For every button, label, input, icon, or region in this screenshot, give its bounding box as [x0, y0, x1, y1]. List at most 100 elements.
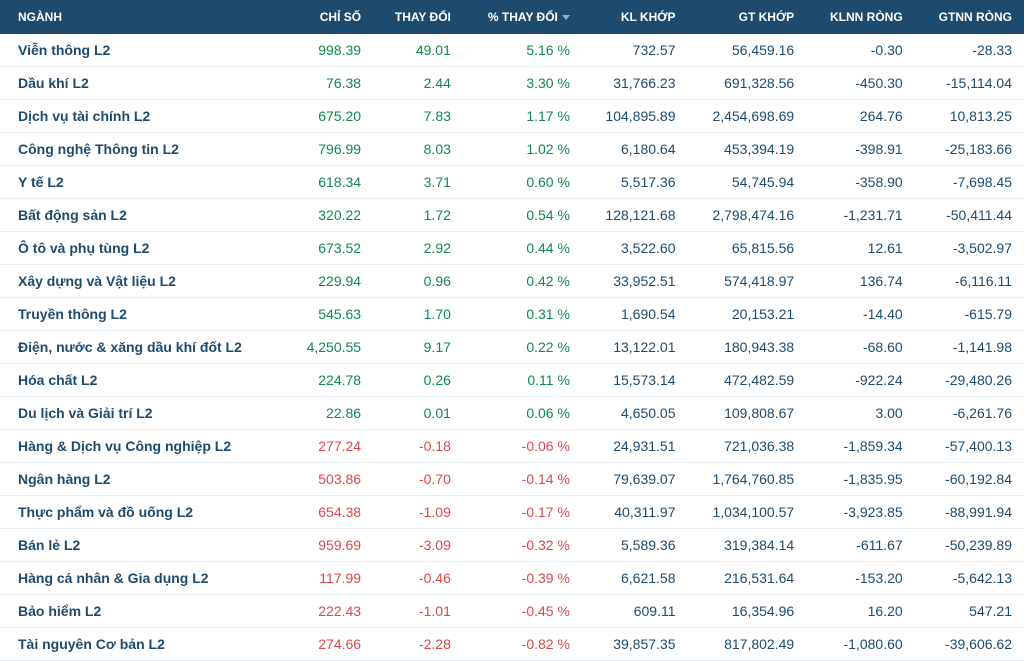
cell-klnnrong: -14.40 [806, 298, 915, 331]
cell-gtnnrong: -6,116.11 [915, 265, 1024, 298]
cell-pctthaydoi: 1.02 % [463, 133, 582, 166]
table-row[interactable]: Bán lẻ L2959.69-3.09-0.32 %5,589.36319,3… [0, 529, 1024, 562]
cell-thaydoi: 49.01 [373, 34, 463, 67]
cell-chiso: 229.94 [285, 265, 373, 298]
cell-pctthaydoi: -0.45 % [463, 595, 582, 628]
cell-gtkhop: 319,384.14 [688, 529, 807, 562]
cell-gtkhop: 1,034,100.57 [688, 496, 807, 529]
col-header-chiso[interactable]: CHỈ SỐ [285, 0, 373, 34]
table-row[interactable]: Y tế L2618.343.710.60 %5,517.3654,745.94… [0, 166, 1024, 199]
cell-klkhop: 39,857.35 [582, 628, 688, 661]
cell-gtkhop: 16,354.96 [688, 595, 807, 628]
table-row[interactable]: Viễn thông L2998.3949.015.16 %732.5756,4… [0, 34, 1024, 67]
cell-gtnnrong: -88,991.94 [915, 496, 1024, 529]
table-row[interactable]: Xây dựng và Vật liệu L2229.940.960.42 %3… [0, 265, 1024, 298]
cell-nganh: Truyền thông L2 [0, 298, 285, 331]
col-header-thaydoi[interactable]: THAY ĐỔI [373, 0, 463, 34]
cell-chiso: 117.99 [285, 562, 373, 595]
cell-gtnnrong: -3,502.97 [915, 232, 1024, 265]
cell-gtnnrong: -57,400.13 [915, 430, 1024, 463]
cell-klkhop: 6,621.58 [582, 562, 688, 595]
cell-thaydoi: -0.18 [373, 430, 463, 463]
cell-gtnnrong: -6,261.76 [915, 397, 1024, 430]
cell-pctthaydoi: 3.30 % [463, 67, 582, 100]
col-header-gtkhop[interactable]: GT KHỚP [688, 0, 807, 34]
cell-thaydoi: -0.46 [373, 562, 463, 595]
cell-gtkhop: 691,328.56 [688, 67, 807, 100]
cell-pctthaydoi: 0.42 % [463, 265, 582, 298]
cell-chiso: 998.39 [285, 34, 373, 67]
table-row[interactable]: Công nghệ Thông tin L2796.998.031.02 %6,… [0, 133, 1024, 166]
cell-nganh: Dầu khí L2 [0, 67, 285, 100]
cell-thaydoi: -1.09 [373, 496, 463, 529]
cell-gtkhop: 20,153.21 [688, 298, 807, 331]
table-row[interactable]: Du lịch và Giải trí L222.860.010.06 %4,6… [0, 397, 1024, 430]
cell-pctthaydoi: -0.32 % [463, 529, 582, 562]
table-row[interactable]: Dịch vụ tài chính L2675.207.831.17 %104,… [0, 100, 1024, 133]
cell-pctthaydoi: 1.17 % [463, 100, 582, 133]
col-header-label: % THAY ĐỔI [488, 10, 558, 24]
col-header-klkhop[interactable]: KL KHỚP [582, 0, 688, 34]
cell-chiso: 654.38 [285, 496, 373, 529]
table-row[interactable]: Ô tô và phụ tùng L2673.522.920.44 %3,522… [0, 232, 1024, 265]
cell-thaydoi: -3.09 [373, 529, 463, 562]
cell-klkhop: 5,589.36 [582, 529, 688, 562]
cell-klkhop: 4,650.05 [582, 397, 688, 430]
cell-klkhop: 1,690.54 [582, 298, 688, 331]
cell-gtkhop: 109,808.67 [688, 397, 807, 430]
cell-chiso: 675.20 [285, 100, 373, 133]
cell-thaydoi: -0.70 [373, 463, 463, 496]
cell-pctthaydoi: 0.60 % [463, 166, 582, 199]
table-row[interactable]: Tài nguyên Cơ bản L2274.66-2.28-0.82 %39… [0, 628, 1024, 661]
cell-klnnrong: 264.76 [806, 100, 915, 133]
cell-pctthaydoi: -0.17 % [463, 496, 582, 529]
sort-desc-icon [562, 15, 570, 20]
col-header-pctthaydoi[interactable]: % THAY ĐỔI [463, 0, 582, 34]
table-row[interactable]: Bảo hiểm L2222.43-1.01-0.45 %609.1116,35… [0, 595, 1024, 628]
cell-klkhop: 128,121.68 [582, 199, 688, 232]
cell-thaydoi: 1.70 [373, 298, 463, 331]
cell-klnnrong: -68.60 [806, 331, 915, 364]
col-header-gtnnrong[interactable]: GTNN RÒNG [915, 0, 1024, 34]
cell-klkhop: 40,311.97 [582, 496, 688, 529]
cell-gtnnrong: -60,192.84 [915, 463, 1024, 496]
cell-thaydoi: 0.96 [373, 265, 463, 298]
cell-chiso: 545.63 [285, 298, 373, 331]
table-row[interactable]: Truyền thông L2545.631.700.31 %1,690.542… [0, 298, 1024, 331]
cell-klnnrong: -922.24 [806, 364, 915, 397]
table-row[interactable]: Dầu khí L276.382.443.30 %31,766.23691,32… [0, 67, 1024, 100]
table-row[interactable]: Bất động sản L2320.221.720.54 %128,121.6… [0, 199, 1024, 232]
cell-gtkhop: 721,036.38 [688, 430, 807, 463]
col-header-label: GT KHỚP [739, 10, 795, 24]
col-header-nganh[interactable]: NGÀNH [0, 0, 285, 34]
cell-klkhop: 5,517.36 [582, 166, 688, 199]
table-row[interactable]: Hàng cá nhân & Gia dụng L2117.99-0.46-0.… [0, 562, 1024, 595]
cell-chiso: 224.78 [285, 364, 373, 397]
cell-klkhop: 13,122.01 [582, 331, 688, 364]
cell-gtnnrong: -29,480.26 [915, 364, 1024, 397]
cell-nganh: Hóa chất L2 [0, 364, 285, 397]
cell-gtkhop: 65,815.56 [688, 232, 807, 265]
cell-pctthaydoi: 0.31 % [463, 298, 582, 331]
cell-klkhop: 104,895.89 [582, 100, 688, 133]
col-header-klnnrong[interactable]: KLNN RÒNG [806, 0, 915, 34]
cell-thaydoi: 2.92 [373, 232, 463, 265]
cell-thaydoi: 1.72 [373, 199, 463, 232]
table-row[interactable]: Hàng & Dịch vụ Công nghiệp L2277.24-0.18… [0, 430, 1024, 463]
table-body: Viễn thông L2998.3949.015.16 %732.5756,4… [0, 34, 1024, 661]
cell-gtnnrong: -7,698.45 [915, 166, 1024, 199]
table-row[interactable]: Thực phẩm và đồ uống L2654.38-1.09-0.17 … [0, 496, 1024, 529]
table-row[interactable]: Hóa chất L2224.780.260.11 %15,573.14472,… [0, 364, 1024, 397]
col-header-label: CHỈ SỐ [320, 10, 361, 24]
cell-thaydoi: 9.17 [373, 331, 463, 364]
table-row[interactable]: Điện, nước & xăng dầu khí đốt L24,250.55… [0, 331, 1024, 364]
cell-gtnnrong: -5,642.13 [915, 562, 1024, 595]
table-row[interactable]: Ngân hàng L2503.86-0.70-0.14 %79,639.071… [0, 463, 1024, 496]
cell-pctthaydoi: 5.16 % [463, 34, 582, 67]
col-header-label: THAY ĐỔI [395, 10, 451, 24]
cell-gtnnrong: 547.21 [915, 595, 1024, 628]
cell-nganh: Công nghệ Thông tin L2 [0, 133, 285, 166]
cell-pctthaydoi: 0.11 % [463, 364, 582, 397]
cell-thaydoi: -1.01 [373, 595, 463, 628]
cell-nganh: Bất động sản L2 [0, 199, 285, 232]
